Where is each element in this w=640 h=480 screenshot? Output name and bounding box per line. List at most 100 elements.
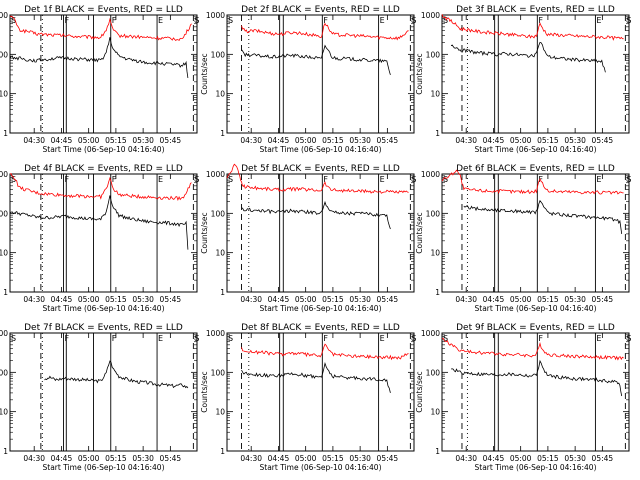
x-tick-label: 05:15 — [322, 136, 344, 145]
x-tick-label: 05:15 — [105, 295, 127, 304]
x-tick-label: 05:15 — [322, 454, 344, 463]
y-tick-label: 100 — [211, 368, 226, 377]
x-tick-label: 05:30 — [349, 136, 371, 145]
event-marker-label: S — [626, 175, 631, 184]
x-tick-label: 05:00 — [78, 295, 100, 304]
x-tick-label: 04:45 — [268, 454, 290, 463]
y-tick-label: 1 — [3, 129, 8, 138]
series-events-line — [241, 44, 391, 76]
x-tick-label: 05:00 — [510, 136, 532, 145]
event-marker-label: F — [323, 175, 328, 184]
x-tick-label: 05:45 — [592, 454, 614, 463]
plot-frame — [9, 14, 198, 134]
event-marker-label: F — [65, 16, 70, 25]
series-events-line — [241, 200, 391, 230]
x-tick-label: 05:45 — [160, 454, 182, 463]
y-tick-label: 1000 — [0, 329, 8, 338]
y-tick-label: 100 — [211, 50, 226, 59]
panel-title: Det 5f BLACK = Events, RED = LLD — [241, 164, 400, 174]
panel-det-9: Det 9f BLACK = Events, RED = LLD 1 10 100 10… — [415, 323, 631, 472]
event-marker-label: E — [596, 16, 601, 25]
event-marker-label: F — [112, 16, 117, 25]
y-tick-label: 1 — [3, 447, 8, 456]
x-tick-label: 04:30 — [23, 454, 45, 463]
event-marker-label: S — [194, 175, 199, 184]
x-tick-label: 05:00 — [510, 454, 532, 463]
y-tick-label: 100 — [426, 368, 441, 377]
x-tick-label: 05:30 — [349, 295, 371, 304]
event-marker-label: E — [380, 16, 385, 25]
panel-title: Det 4f BLACK = Events, RED = LLD — [24, 164, 183, 174]
x-tick-label: 05:30 — [564, 295, 586, 304]
y-tick-label: 10 — [0, 249, 8, 258]
x-tick-label: 05:00 — [295, 295, 317, 304]
y-tick-label: 1 — [220, 447, 225, 456]
event-marker-label: S — [443, 16, 448, 25]
x-tick-label: 05:30 — [564, 454, 586, 463]
x-tick-label: 05:30 — [564, 136, 586, 145]
plot-frame — [226, 14, 415, 134]
event-marker-label: S — [228, 334, 233, 343]
y-tick-label: 1 — [435, 129, 440, 138]
y-tick-label: 10 — [215, 90, 225, 99]
y-tick-label: 1 — [435, 288, 440, 297]
x-tick-label: 04:45 — [483, 295, 505, 304]
y-tick-label: 1000 — [421, 329, 440, 338]
event-marker-label: S — [194, 334, 199, 343]
x-tick-label: 04:30 — [455, 454, 477, 463]
series-lld-line — [241, 22, 409, 41]
panel-det-7: Det 7f BLACK = Events, RED = LLD 1 10 100 10… — [0, 323, 199, 472]
x-tick-label: 05:15 — [322, 295, 344, 304]
x-tick-label: 05:30 — [132, 454, 154, 463]
x-tick-label: 05:00 — [510, 295, 532, 304]
event-marker-label: S — [411, 334, 416, 343]
event-marker-label: S — [443, 334, 448, 343]
event-marker-label: E — [158, 16, 163, 25]
x-tick-label: 05:15 — [537, 295, 559, 304]
y-tick-label: 1 — [3, 288, 8, 297]
x-tick-label: 04:45 — [268, 295, 290, 304]
x-tick-label: 04:30 — [455, 136, 477, 145]
event-marker-label: F — [538, 175, 543, 184]
y-tick-label: 100 — [426, 209, 441, 218]
y-tick-label: 10 — [430, 249, 440, 258]
y-tick-label: 1000 — [421, 170, 440, 179]
x-tick-label: 05:45 — [160, 295, 182, 304]
x-tick-label: 04:45 — [483, 136, 505, 145]
x-tick-label: 05:45 — [160, 136, 182, 145]
x-axis-label: Start Time (06-Sep-10 04:16:40) — [43, 463, 165, 472]
y-axis-label: Counts/sec — [200, 371, 209, 412]
panel-det-4: Det 4f BLACK = Events, RED = LLD 1 10 100 10… — [0, 164, 199, 313]
x-tick-label: 05:45 — [592, 295, 614, 304]
event-marker-label: S — [11, 175, 16, 184]
x-tick-label: 05:15 — [105, 136, 127, 145]
y-tick-label: 1000 — [206, 11, 225, 20]
y-tick-label: 1 — [435, 447, 440, 456]
series-events-line — [241, 361, 391, 393]
y-tick-label: 10 — [215, 408, 225, 417]
x-axis-label: Start Time (06-Sep-10 04:16:40) — [475, 304, 597, 313]
x-tick-label: 05:45 — [377, 136, 399, 145]
event-marker-label: F — [112, 334, 117, 343]
y-axis-label: Counts/sec — [415, 53, 424, 94]
panel-title: Det 7f BLACK = Events, RED = LLD — [24, 323, 183, 333]
event-marker-label: S — [228, 16, 233, 25]
x-tick-label: 04:45 — [483, 454, 505, 463]
series-events-line — [450, 41, 606, 73]
panel-det-2: Det 2f BLACK = Events, RED = LLD 1 10 100 10… — [200, 5, 416, 154]
event-marker-label: S — [626, 16, 631, 25]
x-axis-label: Start Time (06-Sep-10 04:16:40) — [260, 304, 382, 313]
y-tick-label: 100 — [426, 50, 441, 59]
series-lld-line — [226, 163, 409, 194]
event-marker-label: S — [11, 16, 16, 25]
y-tick-label: 1000 — [206, 329, 225, 338]
y-tick-label: 100 — [0, 368, 8, 377]
event-marker-label: E — [380, 334, 385, 343]
x-tick-label: 04:30 — [455, 295, 477, 304]
y-axis-label: Counts/sec — [200, 212, 209, 253]
event-marker-label: E — [596, 334, 601, 343]
x-tick-label: 05:30 — [132, 136, 154, 145]
x-axis-label: Start Time (06-Sep-10 04:16:40) — [43, 145, 165, 154]
series-lld-line — [441, 169, 624, 195]
